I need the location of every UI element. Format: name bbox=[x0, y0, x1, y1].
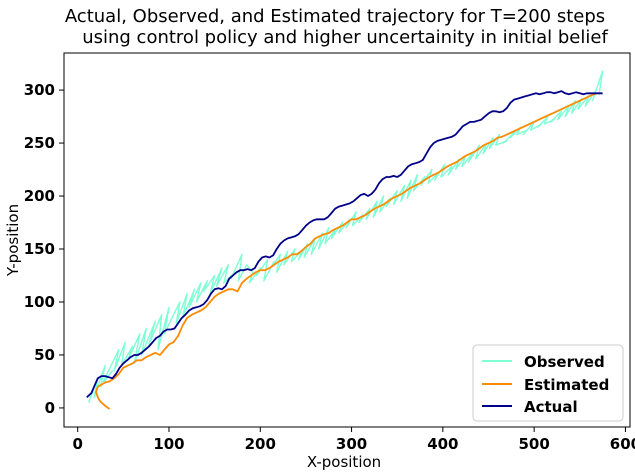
y-tick-label: 250 bbox=[24, 134, 55, 152]
x-axis-label: X-position bbox=[307, 453, 381, 471]
y-tick-label: 300 bbox=[24, 81, 55, 99]
y-axis-label: Y-position bbox=[4, 204, 22, 277]
x-tick-label: 500 bbox=[518, 435, 549, 453]
x-tick-label: 600 bbox=[610, 435, 635, 453]
x-tick-label: 300 bbox=[336, 435, 367, 453]
y-tick-label: 150 bbox=[24, 240, 55, 258]
y-axis-ticks: 0 50 100 150 200 250 300 bbox=[24, 81, 64, 417]
x-tick-label: 100 bbox=[153, 435, 184, 453]
legend: Observed Estimated Actual bbox=[472, 344, 624, 422]
chart-title-line2: using control policy and higher uncertai… bbox=[82, 27, 608, 48]
chart-title-line1: Actual, Observed, and Estimated trajecto… bbox=[65, 6, 605, 27]
y-tick-label: 200 bbox=[24, 187, 55, 205]
y-tick-label: 0 bbox=[45, 399, 55, 417]
x-axis-ticks: 0 100 200 300 400 500 600 bbox=[72, 427, 635, 453]
series-layer bbox=[86, 70, 604, 410]
y-tick-label: 100 bbox=[24, 293, 55, 311]
x-tick-label: 400 bbox=[427, 435, 458, 453]
legend-box bbox=[472, 344, 624, 422]
y-tick-label: 50 bbox=[34, 346, 55, 364]
series-line-estimated bbox=[95, 92, 599, 410]
x-tick-label: 200 bbox=[245, 435, 276, 453]
legend-label-observed: Observed bbox=[524, 353, 605, 371]
legend-label-estimated: Estimated bbox=[524, 376, 609, 394]
legend-label-actual: Actual bbox=[524, 398, 578, 416]
x-tick-label: 0 bbox=[72, 435, 82, 453]
series-line-actual bbox=[86, 90, 603, 398]
